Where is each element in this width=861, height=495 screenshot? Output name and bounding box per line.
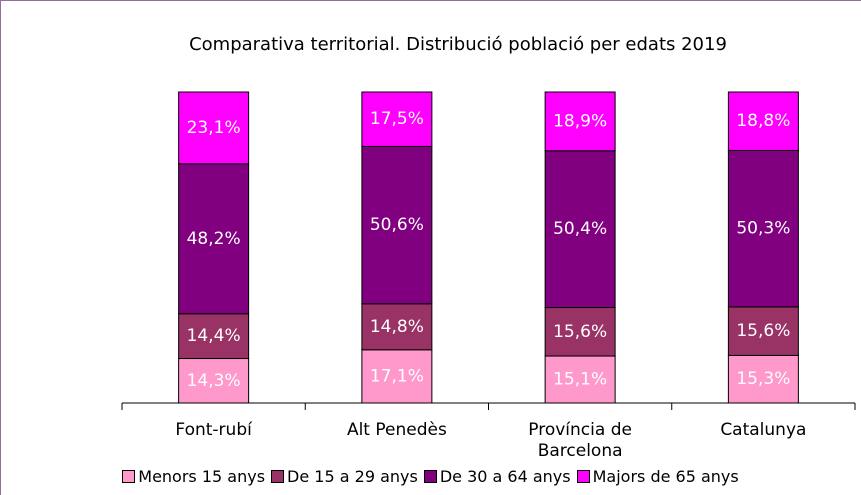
data-label: 17,5% [370, 109, 424, 129]
data-label: 50,3% [736, 219, 790, 239]
data-label: 15,1% [553, 370, 607, 390]
bar-segment [178, 358, 250, 404]
bar-segment [361, 145, 433, 305]
data-label: 15,6% [736, 321, 790, 341]
legend-label: Menors 15 anys [138, 467, 266, 486]
legend-label: Majors de 65 anys [592, 467, 739, 486]
legend-item: Menors 15 anys [122, 467, 265, 486]
data-label: 18,9% [553, 111, 607, 131]
legend-label: De 30 a 64 anys [439, 467, 571, 486]
data-label: 23,1% [187, 118, 241, 138]
x-tick-label: Alt Penedès [346, 420, 447, 440]
data-label: 48,2% [187, 229, 241, 249]
legend-item: De 15 a 29 anys [271, 467, 418, 486]
x-tick-label: Catalunya [720, 420, 807, 440]
bar-segment [544, 307, 616, 357]
bar-segment [727, 91, 799, 151]
bar-segment [361, 303, 433, 351]
bar-segment [544, 150, 616, 309]
data-label: 15,6% [553, 322, 607, 342]
legend-item: De 30 a 64 anys [423, 467, 571, 486]
data-label: 18,8% [736, 111, 790, 131]
x-tick-label: Província de Barcelona [528, 420, 632, 461]
x-tick-label: Font-rubí [175, 420, 252, 440]
bar-segment [178, 313, 250, 360]
bar-segment [727, 149, 799, 308]
data-label: 15,3% [736, 369, 790, 389]
legend-swatch [423, 470, 437, 483]
data-label: 14,3% [187, 371, 241, 391]
data-label: 50,4% [553, 219, 607, 239]
chart-title: Comparativa territorial. Distribució pob… [189, 34, 727, 55]
legend-item: Majors de 65 anys [576, 467, 739, 486]
bar-segment [178, 163, 250, 315]
legend-label: De 15 a 29 anys [287, 467, 418, 486]
bar-segment [361, 349, 433, 404]
bar-segment [361, 91, 433, 147]
legend-swatch [576, 470, 590, 483]
data-label: 14,4% [187, 326, 241, 346]
legend-swatch [271, 470, 285, 483]
legend-swatch [122, 470, 136, 483]
legend: Menors 15 anys De 15 a 29 anys De 30 a 64 … [0, 467, 861, 486]
bar-segment [178, 91, 250, 165]
data-label: 17,1% [370, 366, 424, 386]
data-label: 50,6% [370, 215, 424, 235]
bar-segment [544, 91, 616, 152]
bar-segment [727, 306, 799, 356]
data-label: 14,8% [370, 317, 424, 337]
